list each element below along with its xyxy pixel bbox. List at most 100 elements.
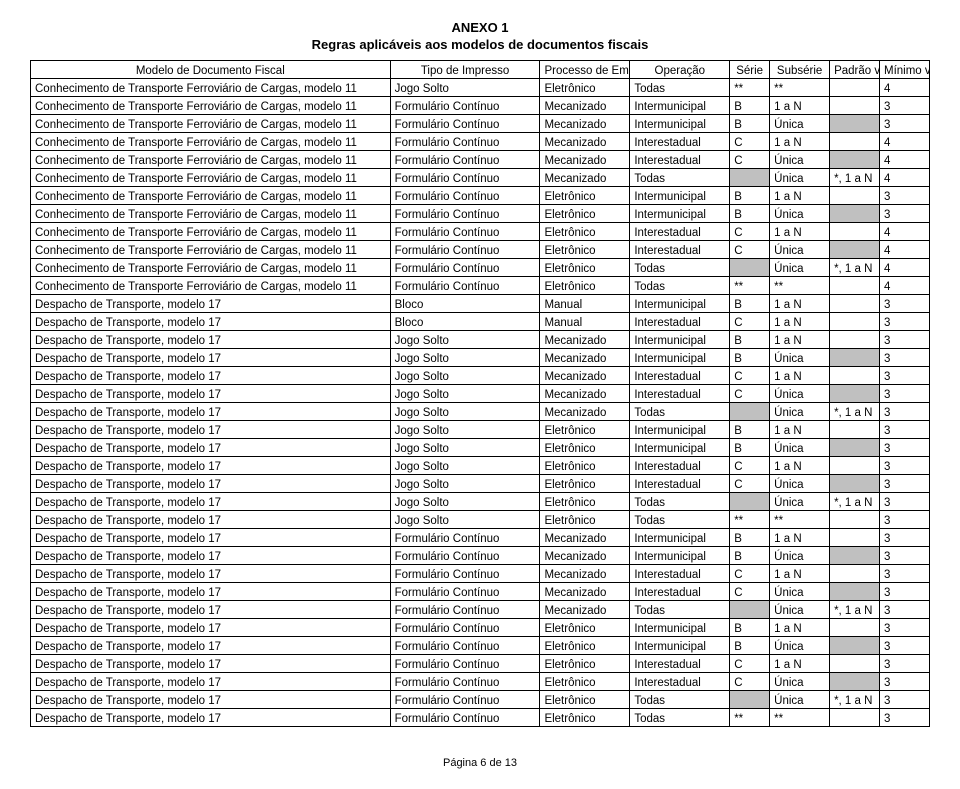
header-modelo: Modelo de Documento Fiscal: [31, 61, 391, 79]
cell-subserie: Única: [770, 691, 830, 709]
cell-subserie: Única: [770, 241, 830, 259]
cell-padrao: [830, 565, 880, 583]
cell-subserie: Única: [770, 673, 830, 691]
cell-processo: Manual: [540, 295, 630, 313]
cell-operacao: Interestadual: [630, 241, 730, 259]
cell-processo: Mecanizado: [540, 331, 630, 349]
cell-padrao: [830, 655, 880, 673]
cell-tipo: Jogo Solto: [390, 493, 540, 511]
cell-operacao: Interestadual: [630, 367, 730, 385]
cell-processo: Mecanizado: [540, 133, 630, 151]
cell-subserie: 1 a N: [770, 223, 830, 241]
cell-tipo: Formulário Contínuo: [390, 115, 540, 133]
cell-minimo: 3: [879, 421, 929, 439]
cell-processo: Eletrônico: [540, 421, 630, 439]
cell-subserie: 1 a N: [770, 565, 830, 583]
cell-modelo: Despacho de Transporte, modelo 17: [31, 565, 391, 583]
cell-minimo: 4: [879, 151, 929, 169]
cell-operacao: Interestadual: [630, 583, 730, 601]
cell-operacao: Todas: [630, 277, 730, 295]
cell-operacao: Interestadual: [630, 655, 730, 673]
cell-subserie: 1 a N: [770, 655, 830, 673]
cell-processo: Eletrônico: [540, 241, 630, 259]
cell-modelo: Despacho de Transporte, modelo 17: [31, 493, 391, 511]
cell-padrao: [830, 673, 880, 691]
cell-tipo: Formulário Contínuo: [390, 241, 540, 259]
cell-tipo: Formulário Contínuo: [390, 637, 540, 655]
cell-processo: Eletrônico: [540, 709, 630, 727]
cell-serie: C: [730, 475, 770, 493]
cell-padrao: [830, 115, 880, 133]
cell-minimo: 3: [879, 619, 929, 637]
table-row: Conhecimento de Transporte Ferroviário d…: [31, 79, 930, 97]
cell-padrao: *, 1 a N: [830, 601, 880, 619]
cell-minimo: 3: [879, 313, 929, 331]
cell-serie: B: [730, 205, 770, 223]
cell-minimo: 3: [879, 439, 929, 457]
cell-minimo: 3: [879, 673, 929, 691]
table-row: Conhecimento de Transporte Ferroviário d…: [31, 133, 930, 151]
cell-subserie: Única: [770, 493, 830, 511]
cell-modelo: Despacho de Transporte, modelo 17: [31, 619, 391, 637]
cell-minimo: 3: [879, 187, 929, 205]
cell-modelo: Conhecimento de Transporte Ferroviário d…: [31, 205, 391, 223]
cell-serie: C: [730, 241, 770, 259]
cell-processo: Eletrônico: [540, 673, 630, 691]
cell-padrao: [830, 187, 880, 205]
cell-operacao: Interestadual: [630, 133, 730, 151]
cell-operacao: Interestadual: [630, 151, 730, 169]
table-row: Despacho de Transporte, modelo 17Formulá…: [31, 709, 930, 727]
cell-modelo: Conhecimento de Transporte Ferroviário d…: [31, 115, 391, 133]
cell-processo: Eletrônico: [540, 205, 630, 223]
cell-serie: C: [730, 151, 770, 169]
cell-padrao: [830, 313, 880, 331]
cell-minimo: 3: [879, 349, 929, 367]
cell-padrao: [830, 79, 880, 97]
cell-tipo: Formulário Contínuo: [390, 133, 540, 151]
cell-padrao: [830, 385, 880, 403]
cell-subserie: Única: [770, 475, 830, 493]
cell-tipo: Formulário Contínuo: [390, 169, 540, 187]
cell-subserie: Única: [770, 205, 830, 223]
cell-tipo: Jogo Solto: [390, 511, 540, 529]
cell-modelo: Conhecimento de Transporte Ferroviário d…: [31, 79, 391, 97]
cell-operacao: Intermunicipal: [630, 187, 730, 205]
cell-minimo: 3: [879, 205, 929, 223]
cell-serie: C: [730, 457, 770, 475]
cell-minimo: 3: [879, 691, 929, 709]
cell-padrao: [830, 241, 880, 259]
cell-subserie: 1 a N: [770, 295, 830, 313]
cell-padrao: [830, 349, 880, 367]
cell-operacao: Interestadual: [630, 457, 730, 475]
cell-modelo: Despacho de Transporte, modelo 17: [31, 637, 391, 655]
cell-serie: [730, 403, 770, 421]
table-row: Despacho de Transporte, modelo 17Jogo So…: [31, 403, 930, 421]
cell-tipo: Jogo Solto: [390, 439, 540, 457]
cell-serie: B: [730, 529, 770, 547]
cell-padrao: *, 1 a N: [830, 169, 880, 187]
cell-padrao: [830, 223, 880, 241]
cell-modelo: Despacho de Transporte, modelo 17: [31, 439, 391, 457]
cell-modelo: Despacho de Transporte, modelo 17: [31, 403, 391, 421]
cell-serie: B: [730, 547, 770, 565]
cell-processo: Eletrônico: [540, 187, 630, 205]
cell-processo: Mecanizado: [540, 529, 630, 547]
cell-minimo: 4: [879, 79, 929, 97]
cell-padrao: [830, 511, 880, 529]
cell-padrao: *, 1 a N: [830, 691, 880, 709]
cell-modelo: Despacho de Transporte, modelo 17: [31, 331, 391, 349]
header-operacao: Operação: [630, 61, 730, 79]
cell-subserie: Única: [770, 151, 830, 169]
cell-modelo: Despacho de Transporte, modelo 17: [31, 313, 391, 331]
cell-tipo: Formulário Contínuo: [390, 277, 540, 295]
cell-modelo: Conhecimento de Transporte Ferroviário d…: [31, 241, 391, 259]
cell-padrao: [830, 475, 880, 493]
cell-minimo: 3: [879, 385, 929, 403]
cell-serie: C: [730, 655, 770, 673]
cell-modelo: Despacho de Transporte, modelo 17: [31, 349, 391, 367]
cell-padrao: [830, 295, 880, 313]
cell-padrao: [830, 205, 880, 223]
cell-padrao: [830, 367, 880, 385]
cell-operacao: Todas: [630, 79, 730, 97]
cell-serie: B: [730, 97, 770, 115]
